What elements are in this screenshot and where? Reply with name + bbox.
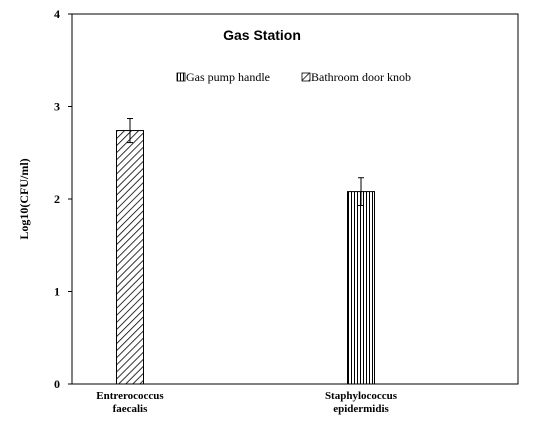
- x-category-label: faecalis: [113, 403, 149, 415]
- y-axis-label: Log10(CFU/ml): [17, 158, 31, 239]
- error-bars-group: [127, 118, 364, 206]
- chart-title: Gas Station: [223, 27, 301, 43]
- y-tick-label: 4: [54, 7, 60, 21]
- bar-bathroom-door-knob: [116, 130, 144, 385]
- y-tick-label: 2: [54, 192, 60, 206]
- legend-swatch-gas-pump-handle: [176, 72, 186, 82]
- legend-swatch-bathroom-door-knob: [301, 72, 311, 82]
- bar-gas-pump-handle: [347, 191, 375, 385]
- legend-label-bathroom-door-knob: Bathroom door knob: [311, 70, 411, 84]
- legend-label-gas-pump-handle: Gas pump handle: [186, 70, 270, 84]
- y-axis: 0 1 2 3 4: [54, 7, 72, 391]
- y-tick-label: 0: [54, 377, 60, 391]
- plot-area: [71, 13, 519, 385]
- x-category-label: Staphylococcus: [325, 390, 398, 402]
- y-tick-label: 3: [54, 100, 60, 114]
- x-category-label: Entrerococcus: [96, 390, 164, 402]
- legend: Gas pump handle Bathroom door knob: [176, 70, 411, 84]
- x-category-label: epidermidis: [333, 403, 389, 415]
- y-tick-label: 1: [54, 285, 60, 299]
